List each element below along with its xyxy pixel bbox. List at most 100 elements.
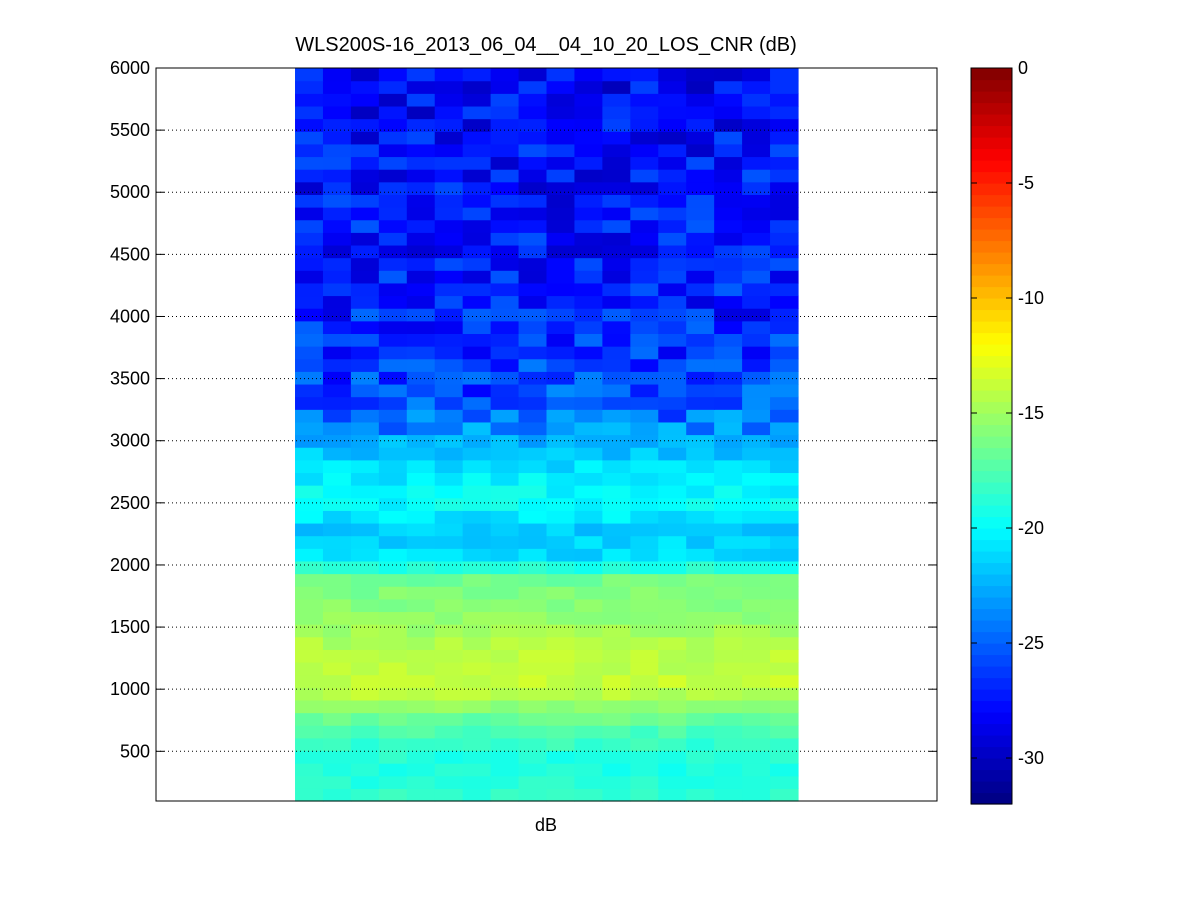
heatmap-cell [322, 295, 352, 309]
heatmap-cell [686, 371, 715, 385]
heatmap-cell [490, 510, 520, 524]
heatmap-cell [574, 105, 603, 120]
heatmap-cell [434, 548, 464, 562]
heatmap-cell [518, 371, 548, 385]
plot-area-frame [155, 67, 938, 802]
colorbar-swatch [971, 424, 1012, 437]
heatmap-cell [434, 257, 464, 271]
heatmap-cell [546, 346, 576, 360]
heatmap-cell [378, 232, 408, 246]
heatmap-cell [602, 535, 631, 549]
heatmap-cell [546, 383, 576, 398]
heatmap-cell [770, 560, 799, 575]
heatmap-cell [602, 447, 631, 461]
heatmap-cell [378, 270, 408, 284]
colorbar-swatch [971, 723, 1012, 736]
colorbar-swatch [971, 79, 1012, 92]
heatmap-cell [295, 68, 324, 82]
heatmap-cell [350, 661, 380, 676]
heatmap-cell [490, 270, 520, 284]
heatmap-cell [434, 763, 464, 777]
heatmap-cell [490, 661, 520, 676]
heatmap-cell [630, 232, 659, 246]
heatmap-cell [658, 308, 687, 322]
heatmap-cell [518, 244, 548, 259]
heatmap-cell [602, 383, 631, 398]
heatmap-cell [770, 383, 799, 398]
heatmap-cell [490, 573, 520, 587]
heatmap-cell [378, 510, 408, 524]
heatmap-cell [630, 674, 659, 688]
heatmap-cell [518, 383, 548, 398]
colorbar-swatch [971, 459, 1012, 472]
heatmap-cell [350, 257, 380, 271]
heatmap-cell [658, 661, 687, 676]
heatmap-cell [462, 219, 492, 233]
heatmap-cell [658, 472, 687, 486]
heatmap-cell [434, 560, 464, 575]
heatmap-cell [770, 270, 799, 284]
heatmap-cell [602, 93, 631, 107]
colorbar-swatch [971, 217, 1012, 230]
heatmap-cell [322, 93, 352, 107]
heatmap-cell [658, 611, 687, 625]
heatmap-cell [546, 750, 576, 764]
heatmap-cell [686, 775, 715, 789]
heatmap-cell [518, 93, 548, 107]
heatmap-cell [490, 282, 520, 297]
colorbar-tick-label: -15 [1018, 403, 1044, 423]
heatmap-cell [350, 611, 380, 625]
heatmap-cell [630, 725, 659, 739]
heatmap-cell [350, 80, 380, 94]
heatmap-cell [462, 93, 492, 107]
heatmap-cell [546, 80, 576, 94]
heatmap-cell [742, 510, 771, 524]
heatmap-cell [490, 725, 520, 739]
heatmap-cell [518, 560, 548, 575]
heatmap-cell [546, 131, 576, 145]
heatmap-cell [350, 472, 380, 486]
heatmap-cell [546, 143, 576, 158]
heatmap-cell [546, 548, 576, 562]
heatmap-cell [518, 156, 548, 170]
heatmap-cell [686, 687, 715, 701]
heatmap-cell [406, 649, 436, 663]
heatmap-cell [742, 598, 771, 613]
heatmap-cell [770, 68, 799, 82]
heatmap-cell [462, 586, 492, 600]
heatmap-cell [770, 295, 799, 309]
heatmap-cell [518, 181, 548, 195]
heatmap-cell [518, 750, 548, 764]
heatmap-cell [742, 396, 771, 410]
heatmap-cell [714, 156, 743, 170]
colorbar-swatch [971, 539, 1012, 552]
heatmap-cell [714, 409, 743, 423]
heatmap-cell [546, 295, 576, 309]
heatmap-cell [462, 750, 492, 764]
heatmap-cell [518, 611, 548, 625]
heatmap-cell [686, 712, 715, 726]
heatmap-cell [630, 409, 659, 423]
heatmap-cell [630, 93, 659, 107]
heatmap-cell [742, 371, 771, 385]
heatmap-cell [742, 194, 771, 208]
heatmap-cell [406, 371, 436, 385]
heatmap-cell [658, 118, 687, 132]
heatmap-cell [406, 485, 436, 499]
heatmap-cell [406, 497, 436, 511]
heatmap-cell [658, 712, 687, 726]
heatmap-cell [350, 358, 380, 372]
heatmap-cell [686, 573, 715, 587]
heatmap-cell [518, 409, 548, 423]
heatmap-cell [406, 661, 436, 676]
heatmap-cell [770, 80, 799, 94]
colorbar-swatch [971, 528, 1012, 541]
heatmap-cell [462, 68, 492, 82]
colorbar-swatch [971, 505, 1012, 518]
heatmap-cell [350, 232, 380, 246]
heatmap-cell [574, 346, 603, 360]
heatmap-cell [434, 383, 464, 398]
heatmap-cell [462, 611, 492, 625]
heatmap-cell [658, 68, 687, 82]
heatmap-cell [462, 270, 492, 284]
